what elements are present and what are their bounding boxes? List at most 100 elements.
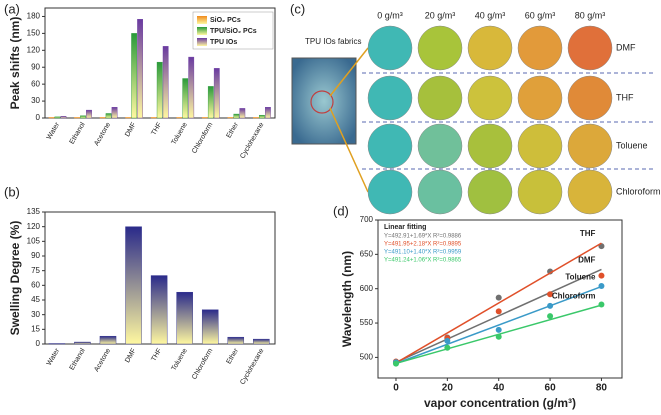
y-axis-label: Swelling Degree (%) bbox=[8, 221, 22, 336]
series-label: DMF bbox=[578, 255, 595, 264]
x-tick-label: Acetone bbox=[93, 121, 112, 147]
data-point bbox=[598, 282, 605, 289]
legend-title: Linear fitting bbox=[384, 224, 426, 231]
bar bbox=[265, 107, 271, 119]
data-point bbox=[547, 291, 554, 298]
x-tick-label: Ether bbox=[226, 121, 241, 140]
y-tick-label: 90 bbox=[31, 251, 40, 260]
y-tick-label: 550 bbox=[360, 318, 374, 327]
x-tick-label: Ethanol bbox=[69, 121, 87, 145]
x-tick-label: DMF bbox=[124, 121, 138, 138]
column-label: 0 g/m³ bbox=[377, 10, 403, 20]
bar bbox=[54, 116, 61, 119]
y-tick-label: 135 bbox=[27, 207, 41, 216]
fit-line bbox=[395, 242, 602, 364]
bar bbox=[99, 335, 117, 345]
sample-photo bbox=[417, 123, 463, 169]
y-axis-label: Peak shifts (nm) bbox=[8, 17, 22, 110]
data-point bbox=[547, 302, 554, 309]
bar bbox=[60, 116, 67, 119]
row-label: Chloroform bbox=[616, 186, 661, 196]
sample-photo bbox=[567, 169, 613, 215]
data-point bbox=[495, 308, 502, 315]
bar bbox=[188, 56, 195, 119]
bar bbox=[207, 86, 214, 119]
y-axis-label: Wavelength (nm) bbox=[340, 251, 354, 347]
y-tick-label: 90 bbox=[31, 62, 40, 71]
sample-photo bbox=[367, 123, 413, 169]
sample-photo bbox=[567, 25, 613, 71]
legend-label: TPU IOs bbox=[210, 39, 237, 46]
arrow bbox=[329, 47, 369, 97]
row-label: Toluene bbox=[616, 140, 648, 150]
sample-photo bbox=[567, 123, 613, 169]
y-tick-label: 30 bbox=[31, 96, 40, 105]
x-tick-label: DMF bbox=[124, 347, 138, 364]
x-tick-label: Chloroform bbox=[191, 121, 214, 155]
x-tick-label: Cyclohexane bbox=[239, 121, 265, 160]
fit-line bbox=[395, 285, 602, 365]
bar bbox=[176, 117, 183, 119]
bar bbox=[74, 117, 80, 119]
sample-photo bbox=[517, 169, 563, 215]
bar bbox=[227, 336, 245, 345]
legend-label: SiO₂ PCs bbox=[210, 17, 241, 24]
legend-label: TPU/SiO₂ PCs bbox=[210, 28, 257, 35]
data-point bbox=[495, 294, 502, 301]
bar bbox=[213, 68, 220, 119]
y-tick-label: 700 bbox=[360, 215, 374, 224]
bar bbox=[201, 117, 208, 119]
x-tick-label: Cyclohexane bbox=[239, 347, 265, 386]
data-point bbox=[495, 333, 502, 340]
fabric-label: TPU IOs fabrics bbox=[305, 37, 361, 46]
data-point bbox=[444, 344, 451, 351]
panel-label: (d) bbox=[333, 203, 349, 218]
column-label: 20 g/m³ bbox=[425, 10, 456, 20]
sample-photo bbox=[467, 123, 513, 169]
series-label: THF bbox=[580, 229, 596, 238]
x-axis-label: vapor concentration (g/m³) bbox=[424, 396, 576, 410]
x-tick-label: Ether bbox=[226, 347, 241, 366]
row-label: THF bbox=[616, 92, 634, 102]
bar bbox=[253, 117, 259, 119]
bar bbox=[80, 115, 86, 119]
x-tick-label: Chloroform bbox=[191, 347, 214, 381]
bar bbox=[162, 46, 169, 119]
y-tick-label: 105 bbox=[27, 236, 41, 245]
bar bbox=[111, 107, 118, 119]
bar bbox=[182, 78, 189, 119]
y-tick-label: 180 bbox=[27, 12, 41, 21]
y-tick-label: 600 bbox=[360, 284, 374, 293]
bar bbox=[86, 109, 92, 119]
fit-equation: Y=491.10+1.40*X R²=0.9959 bbox=[384, 250, 462, 256]
fit-equation: Y=492.91+1.69*X R²=0.9886 bbox=[384, 234, 462, 240]
bar bbox=[176, 291, 193, 345]
panel-label: (c) bbox=[290, 1, 305, 16]
data-point bbox=[444, 337, 451, 344]
y-tick-label: 650 bbox=[360, 249, 374, 258]
y-tick-label: 75 bbox=[31, 266, 40, 275]
column-label: 40 g/m³ bbox=[475, 10, 506, 20]
series-label: Chloroform bbox=[552, 291, 596, 300]
bar bbox=[74, 341, 91, 345]
legend-swatch bbox=[197, 16, 207, 24]
bar bbox=[253, 338, 270, 345]
bar bbox=[227, 117, 234, 119]
sample-photo bbox=[467, 25, 513, 71]
y-tick-label: 0 bbox=[36, 339, 41, 348]
sample-photo bbox=[467, 169, 513, 215]
column-label: 80 g/m³ bbox=[575, 10, 606, 20]
bar bbox=[125, 117, 132, 119]
bar bbox=[131, 33, 138, 119]
panel-label: (a) bbox=[4, 1, 20, 16]
x-tick-label: 20 bbox=[442, 383, 454, 394]
legend-swatch bbox=[197, 27, 207, 35]
y-tick-label: 0 bbox=[36, 113, 41, 122]
x-tick-label: Toluene bbox=[171, 121, 189, 146]
sample-photo bbox=[417, 75, 463, 121]
bar bbox=[150, 275, 168, 345]
bar bbox=[239, 108, 246, 119]
panel-label: (b) bbox=[4, 184, 20, 199]
x-tick-label: 60 bbox=[545, 383, 557, 394]
